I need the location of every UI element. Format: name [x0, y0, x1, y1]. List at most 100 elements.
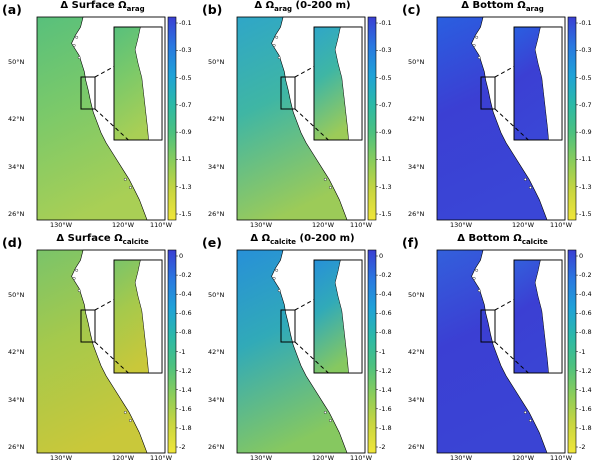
colorbar-tick-label: -0.8	[179, 328, 192, 337]
colorbar-tick-label: -0.4	[579, 290, 592, 299]
latitude-label: 42°N	[8, 115, 25, 123]
colorbar-tick-label: -0.7	[579, 100, 592, 109]
panel-title: Δ Bottom Ωcalcite	[457, 233, 548, 246]
colorbar-tick-label: -1.2	[179, 366, 192, 375]
colorbar-tick-label: -1	[379, 347, 386, 356]
longitude-label: 110°W	[349, 221, 373, 229]
latitude-label: 26°N	[208, 210, 225, 218]
latitude-label: 50°N	[208, 58, 225, 66]
latitude-label: 50°N	[408, 58, 425, 66]
longitude-label: 120°W	[311, 454, 335, 462]
latitude-label: 42°N	[8, 348, 25, 356]
latitude-label: 34°N	[208, 163, 225, 171]
colorbar-tick-label: -0.5	[379, 73, 392, 82]
panel-title: Δ Surface Ωcalcite	[56, 233, 149, 246]
colorbar-tick-label: -1.2	[379, 366, 392, 375]
latitude-label: 34°N	[208, 396, 225, 404]
latitude-label: 50°N	[408, 291, 425, 299]
panel-label: (f)	[402, 235, 419, 250]
colorbar-tick-label: -1.6	[379, 404, 392, 413]
colorbar-tick-label: -0.8	[379, 328, 392, 337]
longitude-label: 110°W	[549, 221, 573, 229]
latitude-label: 26°N	[408, 210, 425, 218]
panel-title: Δ Bottom Ωarag	[461, 0, 544, 13]
colorbar-tick-label: -2	[579, 443, 586, 451]
longitude-label: 130°W	[49, 454, 73, 462]
colorbar-tick-label: -0.5	[179, 73, 192, 82]
latitude-label: 50°N	[8, 291, 25, 299]
colorbar-tick-label: 0	[579, 252, 584, 260]
colorbar-tick-label: -0.6	[379, 309, 392, 318]
map-frame	[436, 249, 566, 454]
longitude-label: 110°W	[149, 454, 173, 462]
colorbar-tick-label: -1.3	[379, 182, 392, 191]
longitude-label: 110°W	[149, 221, 173, 229]
longitude-label: 120°W	[511, 221, 535, 229]
longitude-label: 130°W	[449, 221, 473, 229]
colorbar-tick-label: -1.3	[179, 182, 192, 191]
colorbar	[167, 16, 177, 221]
latitude-label: 50°N	[208, 291, 225, 299]
map-frame	[236, 16, 366, 221]
map-frame	[36, 16, 166, 221]
inset-source-box	[280, 309, 296, 343]
colorbar	[367, 16, 377, 221]
colorbar-tick-label: -1.6	[179, 404, 192, 413]
colorbar-tick-label: -2	[179, 443, 186, 451]
colorbar-tick-label: -0.4	[179, 290, 192, 299]
map-frame	[236, 249, 366, 454]
latitude-label: 26°N	[208, 443, 225, 451]
colorbar-tick-label: 0	[179, 252, 184, 260]
latitude-label: 34°N	[8, 396, 25, 404]
colorbar-tick-label: -0.2	[379, 271, 392, 280]
colorbar-tick-label: -0.6	[579, 309, 592, 318]
colorbar-tick-label: -0.7	[179, 100, 192, 109]
inset-source-box	[80, 309, 96, 343]
colorbar-tick-label: -0.2	[179, 271, 192, 280]
colorbar-tick-label: -1.6	[579, 404, 592, 413]
panel-label: (a)	[2, 2, 22, 17]
map-frame	[436, 16, 566, 221]
map-panel-b: (b) Δ Ωarag (0-200 m) -0.1 -0.3 -0.5 -0.7 -0.9…	[200, 0, 400, 232]
longitude-label: 130°W	[249, 221, 273, 229]
panel-label: (e)	[202, 235, 222, 250]
colorbar-tick-label: -1.4	[579, 385, 592, 394]
latitude-label: 50°N	[8, 58, 25, 66]
longitude-label: 110°W	[549, 454, 573, 462]
colorbar-tick-label: -1.8	[179, 423, 192, 432]
colorbar-tick-label: -0.7	[379, 100, 392, 109]
latitude-label: 42°N	[208, 115, 225, 123]
map-panel-c: (c) Δ Bottom Ωarag -0.1 -0.3 -0.5 -0.7 -0.9 -1.…	[400, 0, 600, 232]
map-panel-d: (d) Δ Surface Ωcalcite 0 -0.2 -0.4 -0.6 -0.8 -1…	[0, 233, 200, 465]
latitude-label: 26°N	[408, 443, 425, 451]
panel-label: (c)	[402, 2, 421, 17]
colorbar-tick-label: -0.3	[579, 46, 592, 55]
latitude-label: 42°N	[408, 115, 425, 123]
colorbar-tick-label: -1	[179, 347, 186, 356]
map-frame	[36, 249, 166, 454]
map-svg	[236, 16, 378, 221]
longitude-label: 130°W	[49, 221, 73, 229]
colorbar	[167, 249, 177, 454]
longitude-label: 130°W	[449, 454, 473, 462]
longitude-label: 120°W	[111, 454, 135, 462]
map-svg	[436, 249, 578, 454]
colorbar-tick-label: -0.1	[179, 19, 192, 27]
latitude-label: 34°N	[408, 163, 425, 171]
panel-title: Δ Ωarag (0-200 m)	[254, 0, 351, 13]
map-svg	[436, 16, 578, 221]
colorbar-tick-label: -0.9	[179, 128, 192, 137]
colorbar-tick-label: -0.9	[379, 128, 392, 137]
panel-label: (d)	[2, 235, 23, 250]
colorbar-tick-label: -1.1	[179, 155, 192, 164]
latitude-label: 42°N	[208, 348, 225, 356]
latitude-label: 34°N	[8, 163, 25, 171]
colorbar	[367, 249, 377, 454]
inset-source-box	[80, 76, 96, 110]
panel-title: Δ Surface Ωarag	[60, 0, 145, 13]
colorbar-tick-label: -1.8	[379, 423, 392, 432]
colorbar-tick-label: -2	[379, 443, 386, 451]
colorbar-tick-label: -0.5	[579, 73, 592, 82]
colorbar-tick-label: -1.5	[579, 210, 592, 218]
colorbar-tick-label: -1.4	[379, 385, 392, 394]
